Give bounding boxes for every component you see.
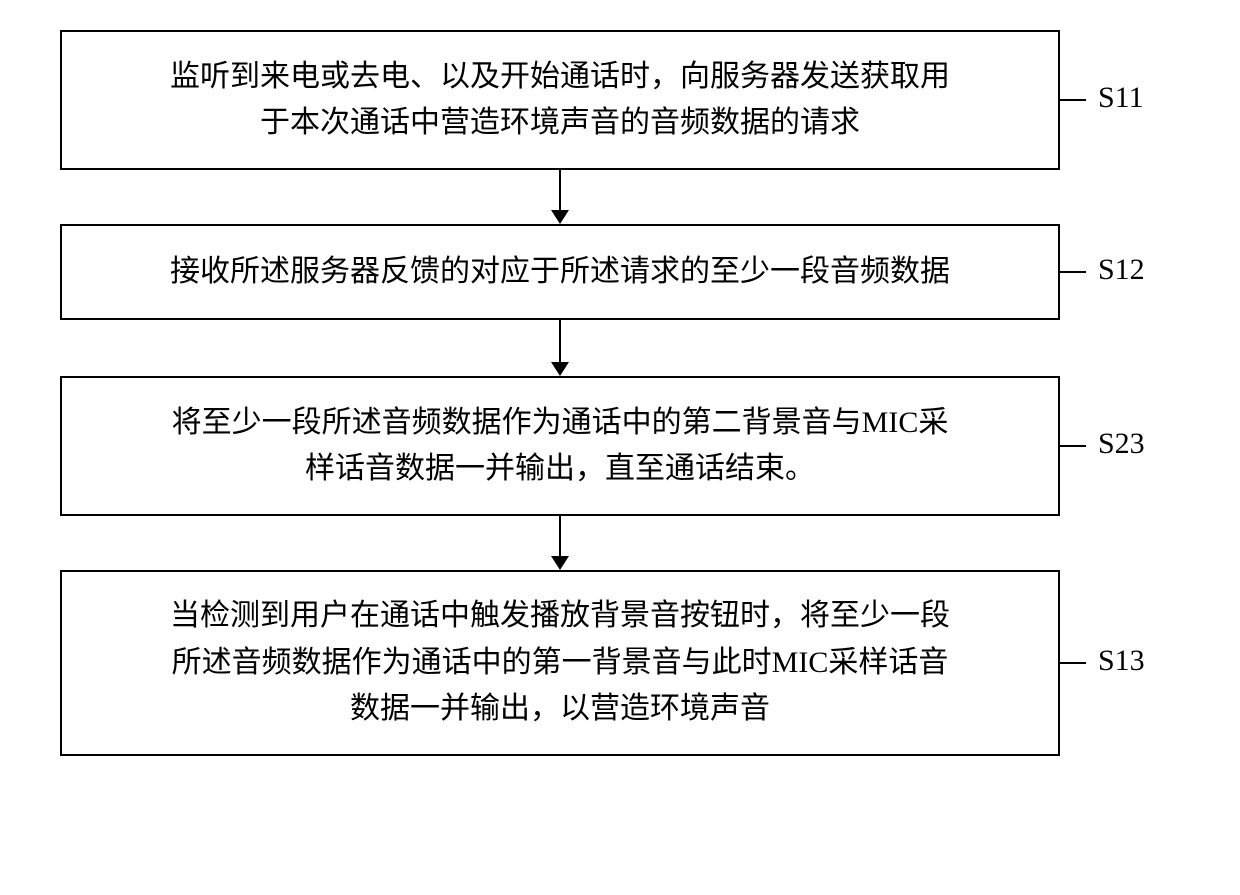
- flow-node-s23-text: 将至少一段所述音频数据作为通话中的第二背景音与MIC采样话音数据一并输出，直至通…: [172, 400, 949, 493]
- flow-node-s12-text: 接收所述服务器反馈的对应于所述请求的至少一段音频数据: [170, 249, 950, 296]
- step-label-s12-text: S12: [1098, 253, 1145, 287]
- connector-tick-s11: [1060, 99, 1086, 101]
- step-label-s23-text: S23: [1098, 427, 1145, 461]
- flow-node-s13-text: 当检测到用户在通话中触发播放背景音按钮时，将至少一段所述音频数据作为通话中的第一…: [170, 593, 950, 733]
- connector-tick-s13: [1060, 662, 1086, 664]
- flow-node-s11: 监听到来电或去电、以及开始通话时，向服务器发送获取用于本次通话中营造环境声音的音…: [60, 30, 1060, 170]
- step-label-s11: S11: [1098, 81, 1144, 115]
- step-label-s13-text: S13: [1098, 644, 1145, 678]
- step-label-s13: S13: [1098, 644, 1145, 678]
- flow-node-s13: 当检测到用户在通话中触发播放背景音按钮时，将至少一段所述音频数据作为通话中的第一…: [60, 570, 1060, 756]
- connector-tick-s12: [1060, 271, 1086, 273]
- step-label-s12: S12: [1098, 253, 1145, 287]
- connector-tick-s23: [1060, 445, 1086, 447]
- step-label-s23: S23: [1098, 427, 1145, 461]
- flow-node-s23: 将至少一段所述音频数据作为通话中的第二背景音与MIC采样话音数据一并输出，直至通…: [60, 376, 1060, 516]
- flow-node-s11-text: 监听到来电或去电、以及开始通话时，向服务器发送获取用于本次通话中营造环境声音的音…: [170, 54, 950, 147]
- step-label-s11-text: S11: [1098, 81, 1144, 115]
- flow-node-s12: 接收所述服务器反馈的对应于所述请求的至少一段音频数据: [60, 224, 1060, 320]
